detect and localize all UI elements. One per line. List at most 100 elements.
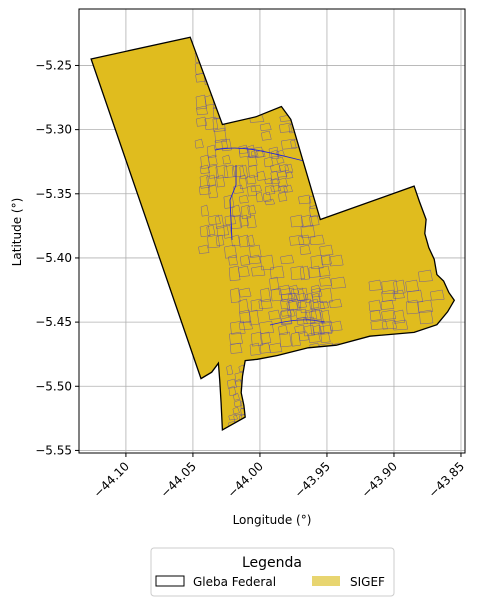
sigef-parcel-104 xyxy=(280,254,295,265)
sigef-parcel-271 xyxy=(406,289,423,303)
sigef-parcel-221 xyxy=(258,406,269,414)
y-tick-label-2: −5.35 xyxy=(35,187,72,201)
sigef-parcel-149 xyxy=(251,331,263,347)
sigef-parcel-135 xyxy=(329,298,343,308)
sigef-parcel-231 xyxy=(268,413,277,421)
legend: Legenda Gleba Federal SIGEF xyxy=(150,547,395,597)
sigef-parcel-258 xyxy=(300,224,316,239)
y-tick-label-1: −5.30 xyxy=(35,123,72,137)
sigef-parcel-159 xyxy=(269,342,283,353)
sigef-parcel-2 xyxy=(213,39,224,55)
sigef-parcel-197 xyxy=(244,371,254,379)
y-tick-label-4: −5.45 xyxy=(35,315,72,329)
sigef-parcel-118 xyxy=(330,276,346,289)
sigef-parcel-86 xyxy=(276,170,288,178)
x-tick-label-3: −43.95 xyxy=(292,459,333,500)
legend-sigef-swatch xyxy=(312,576,340,586)
sigef-parcel-273 xyxy=(368,299,382,312)
sigef-parcel-88 xyxy=(264,177,274,185)
x-tick-label-5: −43.85 xyxy=(426,459,467,500)
sigef-parcel-176 xyxy=(287,308,296,318)
sigef-parcel-98 xyxy=(278,191,288,202)
sigef-parcel-263 xyxy=(319,244,334,256)
y-tick-label-3: −5.40 xyxy=(35,251,72,265)
sigef-parcel-256 xyxy=(301,214,313,228)
sigef-parcel-93 xyxy=(270,184,282,192)
sigef-parcel-217 xyxy=(263,399,274,410)
sigef-parcel-172 xyxy=(296,300,308,309)
sigef-parcel-112 xyxy=(290,265,306,280)
sigef-parcel-114 xyxy=(308,265,321,278)
sigef-parcel-81 xyxy=(270,163,282,173)
sigef-parcel-111 xyxy=(269,265,285,279)
sigef-parcel-248 xyxy=(248,146,264,158)
sigef-parcel-122 xyxy=(270,287,283,302)
sigef-parcel-182 xyxy=(302,316,316,325)
sigef-parcel-34 xyxy=(247,154,258,167)
sigef-parcel-237 xyxy=(264,420,274,428)
sigef-parcel-145 xyxy=(310,320,325,335)
sigef-parcel-254 xyxy=(319,204,331,214)
sigef-parcel-270 xyxy=(392,289,405,299)
sigef-parcel-73 xyxy=(224,244,237,259)
sigef-parcel-242 xyxy=(279,122,293,133)
sigef-parcel-148 xyxy=(229,331,243,345)
sigef-parcel-177 xyxy=(295,308,308,319)
sigef-parcel-126 xyxy=(311,287,323,298)
sigef-parcel-25 xyxy=(194,138,204,149)
sigef-parcel-50 xyxy=(247,184,258,197)
sigef-parcel-113 xyxy=(300,265,310,281)
sigef-parcel-234 xyxy=(241,420,251,430)
sigef-parcel-62 xyxy=(246,214,257,229)
sigef-parcel-215 xyxy=(247,399,255,409)
sigef-parcel-8 xyxy=(212,61,225,74)
sigef-parcel-199 xyxy=(227,378,237,389)
sigef-parcel-128 xyxy=(238,298,249,314)
sigef-parcel-46 xyxy=(246,174,257,185)
sigef-parcel-32 xyxy=(208,154,218,166)
sigef-parcel-141 xyxy=(320,309,331,324)
sigef-parcel-208 xyxy=(246,385,256,393)
sigef-parcel-20 xyxy=(222,105,237,115)
sigef-parcel-7 xyxy=(204,61,214,78)
sigef-parcel-168 xyxy=(296,292,307,301)
sigef-area-fill xyxy=(91,37,455,430)
sigef-parcel-36 xyxy=(208,164,219,179)
sigef-parcel-212 xyxy=(247,392,255,400)
sigef-parcel-255 xyxy=(290,214,304,228)
sigef-parcel-277 xyxy=(369,309,382,321)
gleba-federal-boundary xyxy=(90,36,456,431)
legend-title: Legenda xyxy=(242,555,302,571)
sigef-parcel-157 xyxy=(249,342,261,356)
sigef-parcel-147 xyxy=(329,320,343,332)
sigef-parcel-279 xyxy=(393,309,406,324)
y-tick-label-5: −5.50 xyxy=(35,379,72,393)
sigef-parcel-178 xyxy=(304,308,318,320)
sigef-parcel-280 xyxy=(419,309,434,325)
sigef-parcel-269 xyxy=(381,289,396,302)
sigef-parcel-99 xyxy=(264,198,276,206)
sigef-parcel-63 xyxy=(199,224,211,237)
x-tick-label-4: −43.90 xyxy=(359,459,400,500)
y-tick-label-6: −5.55 xyxy=(35,443,72,457)
sigef-parcel-137 xyxy=(248,309,260,326)
sigef-parcel-188 xyxy=(226,364,234,376)
sigef-parcel-209 xyxy=(250,385,260,393)
sigef-parcel-252 xyxy=(319,194,334,206)
sigef-parcel-155 xyxy=(320,331,331,344)
sigef-parcel-42 xyxy=(199,174,210,189)
sigef-parcel-262 xyxy=(299,244,311,255)
sigef-parcel-13 xyxy=(223,83,238,96)
sigef-parcel-83 xyxy=(284,163,294,174)
sigef-parcel-103 xyxy=(260,254,275,271)
sigef-parcel-107 xyxy=(329,254,344,267)
sigef-parcel-257 xyxy=(309,214,320,226)
y-tick-label-0: −5.25 xyxy=(35,58,72,72)
sigef-parcel-266 xyxy=(381,279,399,295)
legend-gleba-label: Gleba Federal xyxy=(193,575,276,589)
sigef-parcel-283 xyxy=(392,319,409,331)
sigef-parcel-45 xyxy=(239,174,248,190)
sigef-parcel-278 xyxy=(381,309,397,320)
x-tick-label-1: −44.05 xyxy=(158,459,199,500)
sigef-parcel-144 xyxy=(259,320,274,334)
